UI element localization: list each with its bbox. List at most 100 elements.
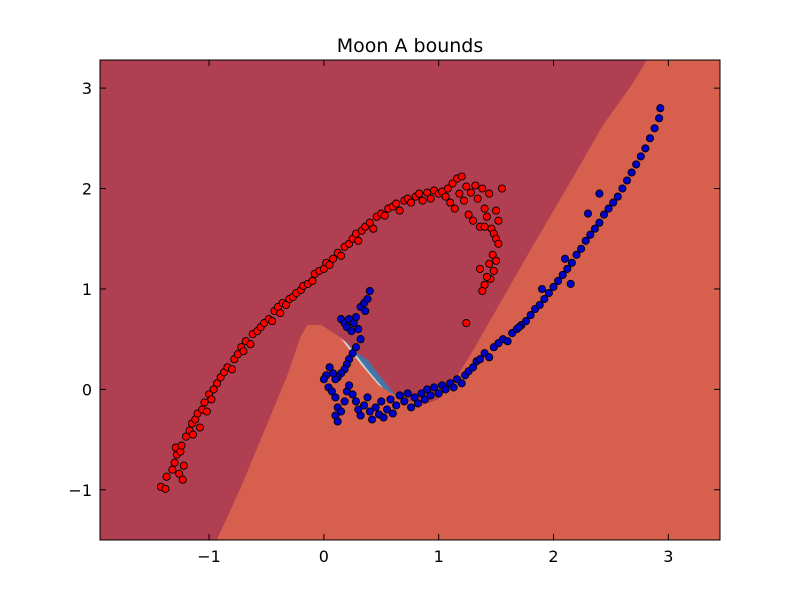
data-point-red — [450, 204, 459, 213]
data-point-red — [475, 264, 485, 273]
x-axis: −1 0 1 2 3 — [197, 60, 673, 566]
data-point-red — [209, 385, 218, 394]
data-point-blue — [622, 176, 632, 185]
data-point-blue — [420, 395, 429, 404]
data-point-blue — [417, 389, 426, 398]
data-point-red — [202, 407, 211, 416]
data-point-blue — [400, 397, 409, 406]
data-point-red — [239, 347, 248, 356]
data-point-blue — [521, 317, 531, 326]
x-tick-label: 2 — [548, 547, 558, 566]
y-tick-label: 3 — [82, 79, 92, 98]
data-point-blue — [410, 393, 419, 402]
data-point-blue — [441, 385, 450, 394]
axes-frame — [99, 59, 721, 541]
data-point-red — [369, 224, 378, 233]
data-point-red — [492, 206, 501, 215]
data-point-blue — [319, 375, 328, 384]
data-point-blue — [426, 391, 435, 400]
data-point-red — [365, 218, 374, 227]
data-point-blue — [392, 401, 401, 410]
data-point-blue — [363, 393, 372, 402]
data-point-red — [395, 206, 404, 215]
data-point-blue — [368, 415, 377, 424]
data-point-blue — [641, 144, 650, 153]
data-point-blue — [354, 325, 363, 334]
data-point-blue — [632, 160, 641, 169]
data-point-blue — [345, 381, 354, 390]
data-point-blue — [636, 152, 645, 161]
y-axis: −1 0 1 2 3 — [68, 79, 720, 500]
data-point-red — [418, 196, 427, 205]
data-point-blue — [388, 409, 397, 418]
data-point-blue — [365, 286, 374, 296]
series-blue-points — [319, 104, 665, 426]
data-point-red — [213, 379, 222, 388]
data-point-blue — [430, 383, 439, 392]
data-point-red — [380, 211, 389, 220]
data-point-blue — [650, 124, 659, 133]
data-point-red — [188, 430, 198, 439]
data-point-blue — [351, 343, 361, 352]
data-point-red — [478, 184, 487, 193]
data-point-blue — [356, 335, 365, 344]
data-point-red — [482, 212, 491, 221]
data-point-blue — [331, 393, 340, 402]
data-point-red — [488, 250, 497, 259]
data-point-blue — [333, 417, 342, 426]
data-point-blue — [340, 397, 349, 406]
data-point-blue — [526, 311, 535, 320]
data-point-blue — [365, 407, 374, 416]
data-point-blue — [609, 198, 618, 207]
data-point-red — [246, 340, 255, 349]
data-point-red — [471, 181, 480, 190]
x-tick-label: 1 — [434, 547, 444, 566]
data-point-blue — [457, 379, 466, 388]
data-point-red — [276, 309, 285, 318]
data-point-blue — [351, 397, 361, 406]
data-point-blue — [363, 294, 372, 304]
data-point-blue — [327, 387, 336, 396]
data-point-red — [168, 465, 177, 474]
data-point-red — [178, 475, 187, 484]
data-point-red — [485, 189, 494, 198]
x-tick-label: 0 — [319, 547, 329, 566]
data-point-red — [489, 266, 498, 275]
data-point-blue — [360, 401, 369, 410]
data-point-red — [448, 179, 457, 188]
data-point-red — [494, 239, 503, 248]
data-point-red — [459, 196, 469, 205]
data-point-red — [485, 259, 494, 268]
data-point-red — [443, 184, 452, 193]
data-point-blue — [563, 264, 572, 273]
data-point-blue — [595, 218, 604, 227]
data-point-red — [426, 194, 435, 203]
data-point-red — [177, 441, 186, 450]
data-point-blue — [475, 355, 485, 364]
data-point-red — [268, 317, 277, 326]
data-point-blue — [379, 413, 388, 422]
data-point-blue — [535, 300, 544, 310]
data-point-blue — [386, 395, 395, 404]
data-point-blue — [655, 114, 664, 123]
data-point-red — [354, 236, 363, 245]
data-point-red — [464, 210, 473, 219]
y-tick-label: −1 — [68, 481, 92, 500]
data-point-blue — [515, 323, 524, 332]
data-point-blue — [361, 306, 370, 316]
data-point-red — [462, 182, 471, 191]
data-point-red — [469, 216, 478, 225]
data-point-blue — [656, 104, 665, 113]
data-point-blue — [595, 189, 604, 198]
data-point-blue — [554, 276, 563, 285]
data-point-blue — [618, 184, 627, 193]
data-point-blue — [348, 349, 357, 358]
y-tick-label: 2 — [82, 180, 92, 199]
data-point-red — [441, 192, 450, 201]
data-point-blue — [434, 389, 443, 398]
data-point-blue — [403, 389, 412, 398]
data-point-blue — [356, 411, 365, 420]
data-point-blue — [572, 250, 581, 259]
data-point-red — [457, 172, 466, 181]
